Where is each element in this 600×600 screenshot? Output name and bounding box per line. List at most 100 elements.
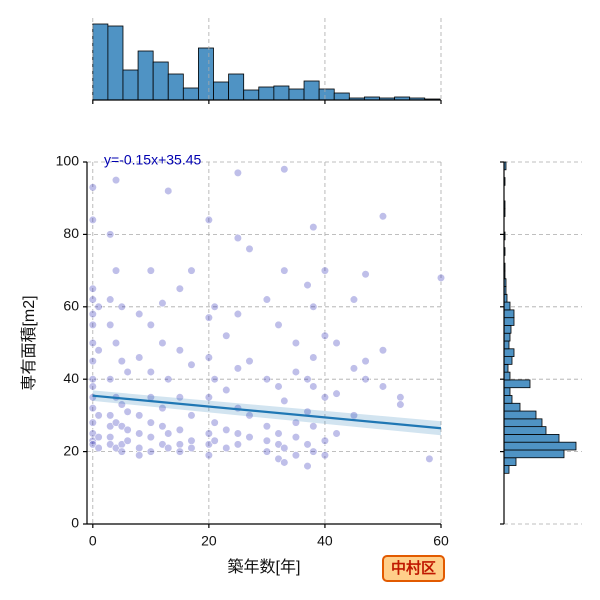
x-tick-label: 40	[317, 533, 333, 549]
scatter-point	[106, 295, 115, 304]
histogram-bar	[198, 47, 214, 101]
scatter-point	[88, 357, 97, 366]
scatter-point	[146, 418, 155, 427]
scatter-point	[187, 411, 196, 420]
scatter-point	[146, 266, 155, 275]
histogram-bar	[503, 309, 515, 319]
scatter-point	[274, 440, 283, 449]
scatter-point	[210, 418, 219, 427]
scatter-point	[320, 266, 330, 275]
histogram-bar	[273, 85, 290, 101]
scatter-point	[262, 295, 272, 304]
histogram-bar	[152, 61, 169, 101]
histogram-bar	[503, 325, 512, 334]
scatter-point	[204, 313, 213, 322]
histogram-bar	[258, 86, 275, 101]
scatter-point	[309, 422, 318, 431]
scatter-point	[280, 266, 289, 275]
scatter-point	[233, 309, 242, 319]
scatter-point	[309, 353, 318, 362]
scatter-point	[262, 375, 272, 384]
histogram-bar	[503, 465, 510, 474]
scatter-point	[233, 364, 242, 373]
scatter-point	[175, 440, 184, 449]
scatter-point	[309, 447, 318, 456]
scatter-point	[135, 429, 144, 438]
scatter-point	[233, 233, 242, 243]
scatter-point	[164, 186, 173, 196]
scatter-point	[106, 230, 115, 239]
scatter-point	[117, 357, 126, 366]
scatter-point	[187, 266, 196, 275]
scatter-point	[175, 447, 184, 456]
scatter-point	[88, 429, 97, 438]
histogram-bar	[503, 457, 517, 466]
regression-line	[92, 394, 442, 430]
histogram-bar	[107, 25, 124, 101]
scatter-point	[88, 375, 97, 384]
scatter-point	[233, 168, 242, 177]
histogram-bar	[167, 73, 184, 101]
scatter-point	[245, 357, 254, 366]
scatter-point	[320, 451, 330, 460]
scatter-point	[164, 443, 173, 453]
y-axis-label: 専有面積[m2]	[20, 295, 38, 390]
scatter-point	[88, 404, 97, 413]
scatter-point	[111, 338, 121, 348]
histogram-bar	[503, 301, 511, 311]
scatter-point	[135, 309, 144, 319]
scatter-point	[291, 451, 301, 460]
histogram-bar	[318, 88, 335, 101]
scatter-point	[378, 382, 388, 391]
badge: 中村区	[391, 559, 436, 577]
scatter-point	[245, 244, 254, 253]
scatter-point	[146, 447, 155, 456]
scatter-point	[303, 461, 312, 471]
scatter-point	[117, 447, 126, 456]
scatter-point	[291, 433, 301, 442]
histogram-bar	[503, 434, 560, 443]
scatter-point	[123, 407, 132, 416]
x-tick-label: 20	[201, 533, 217, 549]
scatter-point	[88, 320, 97, 330]
scatter-point	[88, 295, 97, 304]
scatter-point	[123, 367, 132, 377]
scatter-point	[88, 382, 97, 391]
scatter-point	[106, 411, 115, 420]
scatter-point	[146, 433, 155, 442]
scatter-point	[187, 360, 196, 369]
scatter-point	[262, 447, 272, 456]
scatter-point	[158, 422, 167, 431]
histogram-bar	[503, 387, 511, 396]
scatter-point	[158, 299, 167, 308]
scatter-point	[274, 429, 283, 438]
histogram-bar	[503, 402, 521, 412]
scatter-point	[320, 393, 330, 402]
scatter-point	[94, 411, 103, 420]
scatter-point	[361, 375, 370, 384]
scatter-point	[88, 183, 97, 192]
scatter-point	[349, 364, 359, 373]
scatter-point	[204, 429, 213, 438]
scatter-point	[106, 440, 115, 449]
badge-box	[382, 555, 445, 582]
scatter-point	[123, 436, 132, 445]
scatter-point	[117, 440, 126, 449]
scatter-point	[111, 443, 121, 453]
scatter-point	[204, 215, 213, 225]
scatter-point	[88, 309, 97, 319]
scatter-point	[361, 270, 370, 279]
scatter-point	[361, 357, 370, 366]
scatter-point	[135, 411, 144, 420]
y-tick-label: 60	[63, 298, 79, 314]
scatter-point	[117, 302, 126, 311]
scatter-point	[245, 411, 254, 420]
scatter-point	[303, 440, 312, 449]
scatter-point	[94, 302, 103, 311]
scatter-point	[320, 436, 330, 445]
histogram-bar	[333, 92, 350, 101]
scatter-point	[106, 375, 115, 384]
scatter-point	[349, 295, 359, 304]
scatter-point	[332, 429, 341, 438]
y-tick-label: 0	[71, 515, 79, 531]
